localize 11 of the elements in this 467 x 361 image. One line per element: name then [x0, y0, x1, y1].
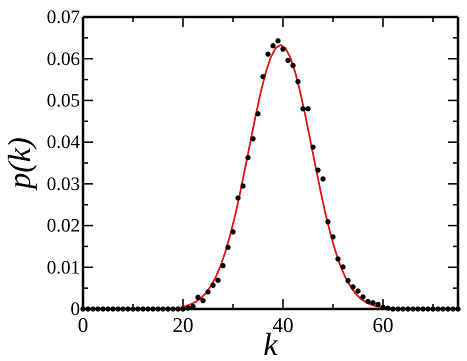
- y-tick-label: 0.04: [46, 132, 80, 154]
- y-tick-label: 0.01: [46, 257, 80, 278]
- y-tick-label: 0.02: [46, 216, 80, 237]
- y-tick-label: 0.06: [46, 48, 80, 70]
- y-tick-label: 0.03: [46, 174, 80, 195]
- y-axis-title: p(k): [1, 137, 37, 191]
- x-tick-label: 60: [372, 312, 394, 337]
- y-tick-label: 0.07: [46, 7, 80, 28]
- y-tick-label: 0: [70, 299, 80, 320]
- y-tick-label: 0.05: [46, 90, 80, 112]
- x-tick-label: 20: [172, 312, 194, 337]
